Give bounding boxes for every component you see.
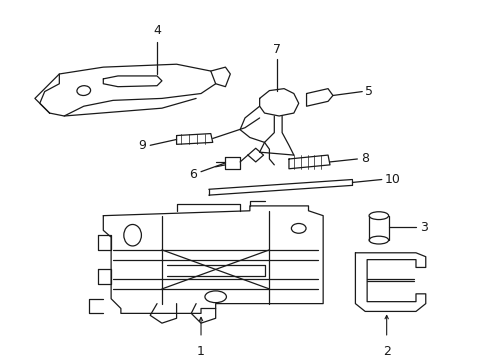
Text: 7: 7 — [273, 44, 281, 57]
Text: 4: 4 — [153, 24, 161, 37]
Text: 2: 2 — [382, 345, 390, 357]
Text: 3: 3 — [419, 221, 427, 234]
Text: 1: 1 — [197, 345, 204, 357]
Text: 9: 9 — [138, 139, 146, 152]
Text: 6: 6 — [189, 168, 197, 181]
Text: 10: 10 — [384, 173, 400, 186]
Text: 8: 8 — [361, 153, 368, 166]
Text: 5: 5 — [365, 85, 372, 98]
